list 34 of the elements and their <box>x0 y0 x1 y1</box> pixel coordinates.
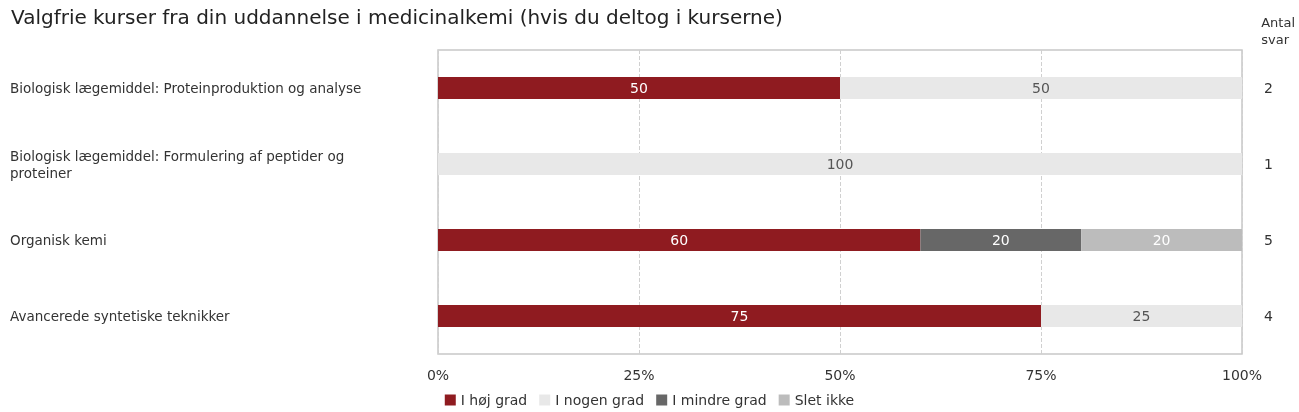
text: 1 <box>1264 156 1273 172</box>
text: 5 <box>1264 232 1273 248</box>
x-tick-label: 25% <box>623 367 655 383</box>
text: 4 <box>1264 308 1273 324</box>
x-tick-label: 100% <box>1221 367 1263 383</box>
legend-label: I høj grad <box>460 392 528 408</box>
bar <box>438 229 921 251</box>
legend-label: Slet ikke <box>794 392 855 408</box>
bar <box>438 305 1041 327</box>
data-label: 50 <box>630 80 648 96</box>
chart-title: Valgfrie kurser fra din uddannelse i medicinalkemi (hvis du deltog i kurserne) <box>11 5 783 29</box>
y-tick-label: Avancerede syntetiske teknikker <box>10 308 231 324</box>
x-tick-label: 50% <box>824 367 856 383</box>
data-label: 60 <box>670 232 689 248</box>
bar <box>438 153 1242 175</box>
x-tick-label: 0% <box>426 367 450 383</box>
legend-label: I mindre grad <box>672 392 767 408</box>
bar <box>840 77 1242 99</box>
data-label: 50 <box>1032 80 1050 96</box>
y-tick-label: Organisk kemi <box>10 232 107 248</box>
text: 2 <box>1264 80 1273 96</box>
data-label: 100 <box>826 156 854 172</box>
y-tick-label: Biologisk lægemiddel: Formulering af peptider og proteiner <box>10 147 349 181</box>
data-label: 25 <box>1132 308 1151 324</box>
x-tick-label: 75% <box>1025 367 1057 383</box>
bar <box>920 229 1082 251</box>
text: Antal svar <box>1261 15 1295 47</box>
bar <box>438 77 840 99</box>
bar <box>1041 305 1242 327</box>
legend-label: I nogen grad <box>555 392 645 408</box>
data-label: 20 <box>1152 232 1171 248</box>
data-label: 20 <box>991 232 1010 248</box>
data-label: 75 <box>730 308 749 324</box>
y-tick-label: Biologisk lægemiddel: Proteinproduktion og analyse <box>10 80 362 96</box>
